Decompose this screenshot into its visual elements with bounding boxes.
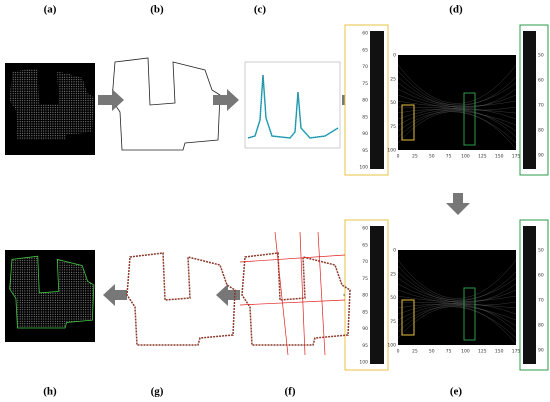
y-tick-label: 100 xyxy=(387,148,396,154)
hough-space xyxy=(398,250,516,345)
strip-tick-label: 50 xyxy=(538,248,544,254)
hough-curve xyxy=(397,302,517,315)
left-strip xyxy=(370,226,384,364)
segmented-outline xyxy=(239,231,351,356)
panel-labels: (a) (b) (c) (d) (e) (f) (g) (h) xyxy=(43,4,463,398)
peak-box xyxy=(401,104,415,141)
y-tick-label: 100 xyxy=(387,343,396,349)
x-tick-label: 50 xyxy=(429,349,435,355)
strip-tick-label: 90 xyxy=(362,131,368,137)
strip-tick-label: 85 xyxy=(362,114,368,120)
y-tick-label: 75 xyxy=(390,124,396,130)
peak-box xyxy=(463,92,476,146)
hough-curve xyxy=(397,100,517,107)
strip-tick-label: 70 xyxy=(538,298,544,304)
x-tick-label: 125 xyxy=(478,349,487,355)
right-strip xyxy=(523,226,536,364)
strip-tick-label: 60 xyxy=(538,78,544,84)
peak-box xyxy=(463,287,476,341)
strip-tick-label: 75 xyxy=(362,81,368,87)
outline xyxy=(111,57,221,151)
strip-tick-label: 75 xyxy=(362,276,368,282)
x-tick-label: 150 xyxy=(495,154,504,160)
strip-tick-label: 80 xyxy=(538,323,544,329)
strip-tick-label: 70 xyxy=(362,64,368,70)
y-tick-label: 25 xyxy=(390,271,396,277)
hough-curve xyxy=(397,76,517,108)
x-tick-label: 25 xyxy=(412,349,418,355)
strip-tick-label: 80 xyxy=(362,98,368,104)
x-tick-label: 125 xyxy=(478,154,487,160)
hough-curve xyxy=(397,277,517,301)
hough-curve xyxy=(397,301,517,309)
panel-label: (g) xyxy=(151,386,164,398)
panel-label: (e) xyxy=(450,386,463,398)
refined-outline xyxy=(126,252,236,346)
hough-curve xyxy=(397,271,517,303)
strip-tick-label: 50 xyxy=(538,53,544,59)
strip-tick-label: 70 xyxy=(538,103,544,109)
strip-tick-label: 90 xyxy=(538,348,544,354)
x-tick-label: 100 xyxy=(461,349,470,355)
strip-tick-label: 100 xyxy=(359,360,368,366)
x-tick-label: 25 xyxy=(412,154,418,160)
x-tick-label: 100 xyxy=(461,154,470,160)
strip-tick-label: 65 xyxy=(362,47,368,53)
panel-label: (b) xyxy=(150,4,164,16)
x-tick-label: 75 xyxy=(446,154,452,160)
x-tick-label: 175 xyxy=(512,349,521,355)
hough-curve xyxy=(397,107,517,120)
panel-label: (d) xyxy=(449,4,463,16)
y-tick-label: 50 xyxy=(390,295,396,301)
strip-tick-label: 90 xyxy=(362,326,368,332)
strip-tick-label: 100 xyxy=(359,165,368,171)
hough-curve xyxy=(397,82,517,106)
hough-curve xyxy=(397,289,517,306)
strip-tick-label: 80 xyxy=(362,293,368,299)
right-strip xyxy=(523,31,536,169)
hough-curve xyxy=(397,295,517,302)
strip-tick-label: 60 xyxy=(362,226,368,232)
histogram-plot xyxy=(244,61,341,149)
hough-curve xyxy=(397,306,517,339)
x-tick-label: 0 xyxy=(397,349,400,355)
x-tick-label: 50 xyxy=(429,154,435,160)
peak-box xyxy=(401,299,415,336)
hough-curve xyxy=(397,283,517,303)
x-tick-label: 175 xyxy=(512,154,521,160)
y-tick-label: 0 xyxy=(393,248,396,254)
hough-curve xyxy=(397,111,517,144)
hough-curve xyxy=(397,106,517,114)
strip-tick-label: 90 xyxy=(538,153,544,159)
strip-tick-label: 95 xyxy=(362,343,368,349)
hough-panels: 0 25 50 75 100 125 150 175 0 25 50 75 100 60 65 70 75 80 8… xyxy=(344,24,549,371)
strip-tick-label: 80 xyxy=(538,128,544,134)
hough-curve xyxy=(397,94,517,111)
y-tick-label: 50 xyxy=(390,100,396,106)
x-tick-label: 0 xyxy=(397,154,400,160)
strip-tick-label: 60 xyxy=(538,273,544,279)
left-strip xyxy=(370,31,384,169)
hough-curve xyxy=(397,109,517,126)
strip-tick-label: 85 xyxy=(362,309,368,315)
strip-tick-label: 70 xyxy=(362,259,368,265)
hough-curve xyxy=(397,304,517,321)
panel-label: (a) xyxy=(44,4,57,16)
x-tick-label: 150 xyxy=(495,349,504,355)
panel-label: (c) xyxy=(254,4,267,16)
strip-tick-label: 60 xyxy=(362,31,368,37)
hough-curve xyxy=(397,88,517,108)
hough-curve xyxy=(397,109,517,132)
strip-tick-label: 95 xyxy=(362,148,368,154)
y-tick-label: 0 xyxy=(393,53,396,59)
panel-label: (h) xyxy=(43,386,57,398)
panel-label: (f) xyxy=(285,386,296,398)
x-tick-label: 75 xyxy=(446,349,452,355)
strip-tick-label: 65 xyxy=(362,242,368,248)
y-tick-label: 75 xyxy=(390,319,396,325)
hough-curve xyxy=(397,304,517,327)
y-tick-label: 25 xyxy=(390,76,396,82)
hough-space xyxy=(398,55,516,150)
